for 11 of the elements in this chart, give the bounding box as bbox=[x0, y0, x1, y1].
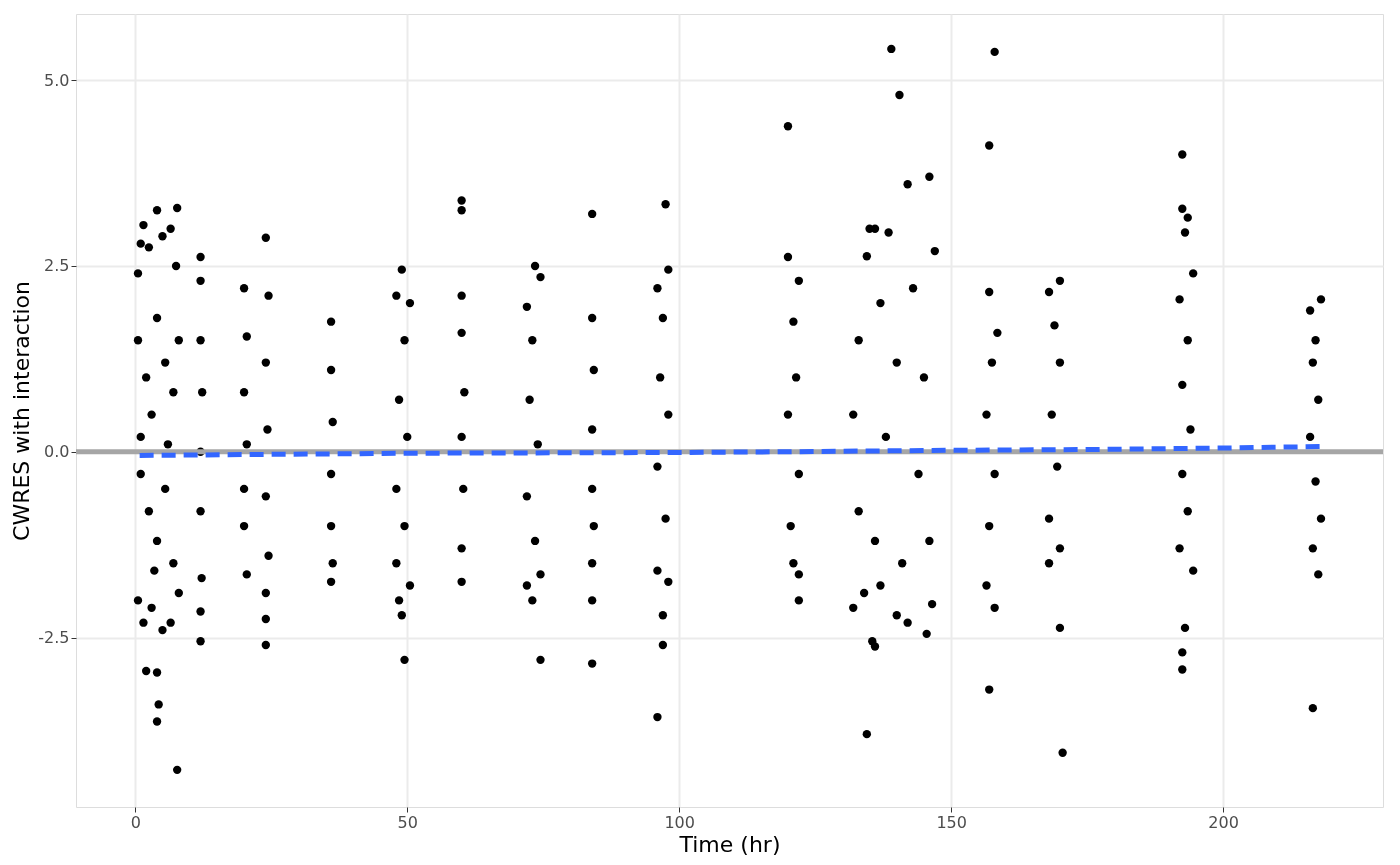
y-tick-label: 0.0 bbox=[44, 442, 70, 462]
y-tick-label: 2.5 bbox=[44, 256, 70, 276]
x-tick-label: 150 bbox=[936, 812, 967, 832]
x-axis-title: Time (hr) bbox=[678, 831, 781, 857]
x-tick-label: 200 bbox=[1208, 812, 1239, 832]
y-tick-label: -2.5 bbox=[38, 628, 70, 648]
x-tick-label: 0 bbox=[130, 812, 141, 832]
x-tick-label: 100 bbox=[664, 812, 695, 832]
y-tick-label: 5.0 bbox=[44, 70, 70, 90]
y-axis-title: CWRES with interaction bbox=[9, 281, 35, 541]
x-tick-label: 50 bbox=[397, 812, 418, 832]
